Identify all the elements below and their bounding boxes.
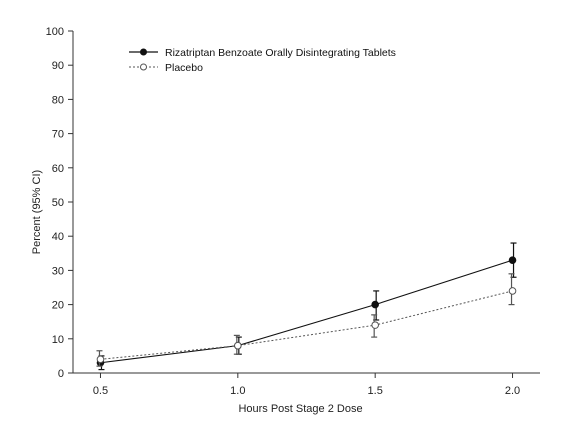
data-point-1-2 (371, 321, 379, 329)
y-tick-label-50: 50 (52, 197, 64, 209)
y-tick-label-60: 60 (52, 163, 64, 175)
data-point-1-0 (96, 355, 105, 364)
legend: Rizatriptan Benzoate Orally Disintegrati… (129, 47, 396, 74)
x-tick-label-3: 2.0 (505, 385, 520, 397)
x-tick-label-0: 0.5 (93, 385, 108, 397)
y-tick-label-10: 10 (52, 334, 64, 346)
y-tick-label-0: 0 (58, 368, 64, 380)
data-point-1-3 (508, 287, 517, 295)
y-tick-label-30: 30 (52, 265, 64, 277)
y-axis-title: Percent (95% CI) (31, 170, 43, 254)
legend-marker-rizatriptan (140, 48, 147, 56)
legend-marker-placebo (140, 63, 147, 71)
data-point-1-1 (234, 341, 242, 350)
series-0 (96, 242, 517, 371)
series-line-1 (100, 290, 513, 360)
data-point-0-2 (371, 300, 379, 309)
x-tick-label-2: 1.5 (368, 385, 383, 397)
y-tick-label-20: 20 (52, 300, 64, 312)
y-tick-label-90: 90 (52, 60, 64, 72)
y-tick-label-70: 70 (52, 129, 64, 141)
axes (72, 31, 540, 374)
legend-label-rizatriptan: Rizatriptan Benzoate Orally Disintegrati… (165, 47, 396, 59)
x-ticks: 0.5 1.0 1.5 2.0 (93, 373, 520, 397)
y-ticks: 0 10 20 30 40 50 60 70 80 90 100 (46, 26, 73, 380)
y-tick-label-100: 100 (46, 26, 64, 38)
series-line-0 (100, 259, 513, 364)
x-axis-title: Hours Post Stage 2 Dose (238, 403, 362, 415)
legend-label-placebo: Placebo (165, 62, 203, 74)
y-tick-label-40: 40 (52, 231, 64, 243)
data-point-0-3 (508, 256, 517, 264)
y-tick-label-80: 80 (52, 94, 64, 106)
x-tick-label-1: 1.0 (230, 385, 245, 397)
series-layer (96, 242, 517, 371)
series-1 (96, 273, 517, 367)
